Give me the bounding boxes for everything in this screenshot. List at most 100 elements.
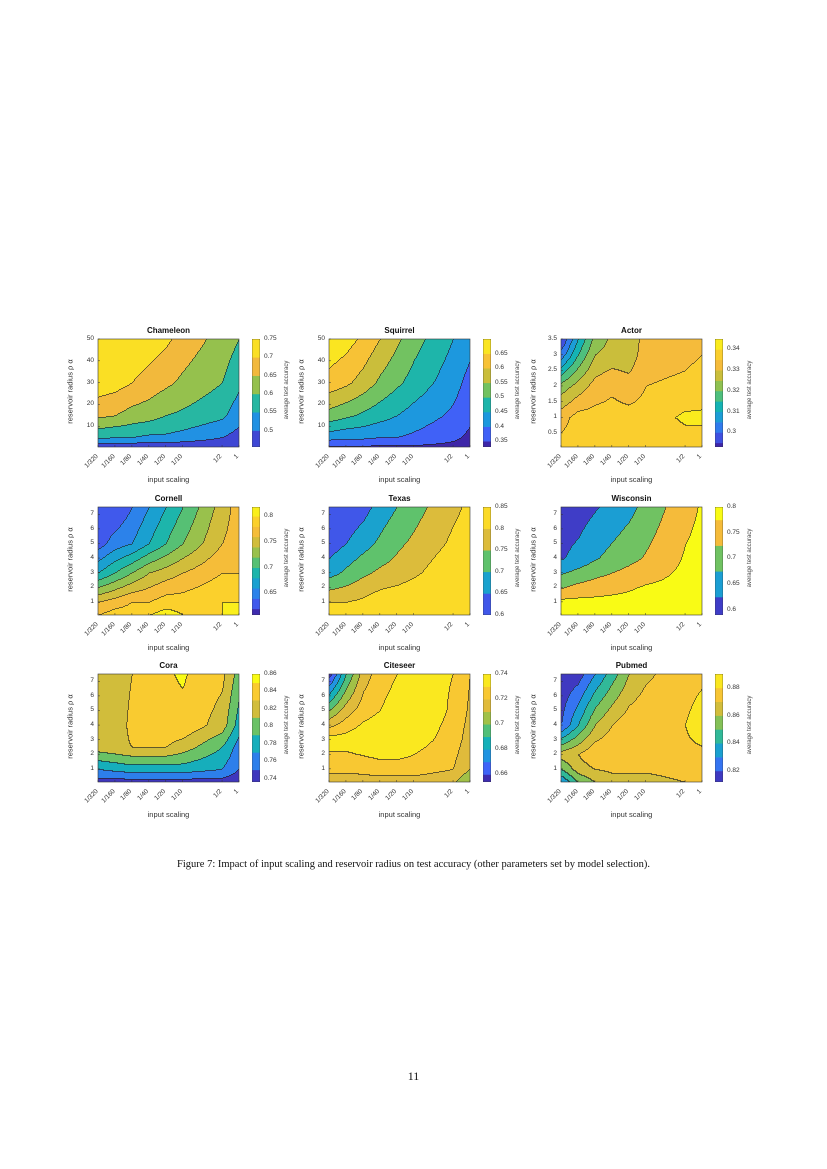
contour-line <box>185 591 186 592</box>
contour-band <box>561 385 572 387</box>
contour-line <box>121 587 122 588</box>
contour-line <box>343 439 344 440</box>
contour-band <box>98 374 139 376</box>
contour-band <box>561 436 702 438</box>
contour-line <box>210 439 211 440</box>
colorbar-label: average test accuracy <box>515 360 521 420</box>
contour-band <box>98 558 102 560</box>
contour-band <box>453 404 470 406</box>
contour-line <box>220 546 221 547</box>
contour-line <box>442 364 443 365</box>
contour-band <box>329 351 348 353</box>
contour-line <box>407 445 408 446</box>
contour-line <box>211 439 212 440</box>
contour-line <box>331 446 332 447</box>
contour-band <box>585 356 594 358</box>
colorbar-tick-label: 0.7 <box>264 353 274 361</box>
contour-band <box>215 552 239 554</box>
contour-line <box>647 385 648 386</box>
contour-band <box>329 401 348 403</box>
contour-line <box>141 436 142 437</box>
contour-band <box>329 346 351 348</box>
contour-line <box>154 571 155 572</box>
colorbar-tick-label: 0.31 <box>727 407 740 415</box>
contour-line <box>180 441 181 442</box>
contour-band <box>103 569 120 571</box>
contour-line <box>409 371 410 372</box>
contour-band <box>329 443 436 445</box>
contour-line <box>392 356 393 357</box>
contour-line <box>226 371 227 372</box>
contour-band <box>592 406 702 408</box>
contour-band <box>161 557 184 559</box>
contour-band <box>196 512 213 514</box>
contour-line <box>387 365 388 366</box>
contour-line <box>171 578 172 579</box>
contour-line <box>335 446 336 447</box>
contour-line <box>394 445 395 446</box>
contour-line <box>390 418 391 419</box>
contour-band <box>574 348 581 350</box>
contour-band <box>417 399 455 401</box>
contour-line <box>637 353 638 354</box>
contour-line <box>425 339 426 340</box>
contour-line <box>597 404 598 405</box>
contour-band <box>195 440 239 442</box>
contour-line <box>334 439 335 440</box>
contour-line <box>576 343 577 344</box>
contour-line <box>339 430 340 431</box>
contour-line <box>589 347 590 348</box>
contour-line <box>195 426 196 427</box>
contour-line <box>461 437 462 438</box>
contour-band <box>135 536 152 538</box>
contour-line <box>134 539 135 540</box>
contour-band <box>381 400 416 402</box>
contour-line <box>599 375 600 376</box>
contour-line <box>231 355 232 356</box>
contour-line <box>116 443 117 444</box>
contour-line <box>173 442 174 443</box>
contour-band <box>664 378 702 380</box>
contour-band <box>142 435 226 437</box>
contour-line <box>182 544 183 545</box>
contour-line <box>381 437 382 438</box>
contour-line <box>420 396 421 397</box>
contour-band <box>211 517 229 519</box>
contour-line <box>159 583 160 584</box>
contour-band <box>154 532 171 534</box>
contour-line <box>141 442 142 443</box>
contour-line <box>363 426 364 427</box>
contour-line <box>396 445 397 446</box>
contour-line <box>128 437 129 438</box>
contour-line <box>156 357 157 358</box>
contour-line <box>197 566 198 567</box>
colorbar-band <box>483 426 491 442</box>
contour-band <box>561 403 568 405</box>
contour-band <box>159 558 182 560</box>
contour-line <box>220 437 221 438</box>
contour-band <box>154 359 192 361</box>
contour-line <box>375 405 376 406</box>
contour-line <box>149 572 150 573</box>
contour-band <box>629 404 702 406</box>
contour-line <box>235 346 236 347</box>
contour-band <box>181 511 197 513</box>
contour-band <box>572 415 678 417</box>
contour-line <box>445 442 446 443</box>
contour-band <box>332 407 371 409</box>
contour-line <box>438 418 439 419</box>
contour-line <box>347 402 348 403</box>
contour-line <box>435 380 436 381</box>
contour-band <box>349 349 374 351</box>
contour-band <box>573 351 580 353</box>
contour-line <box>569 358 570 359</box>
contour-band <box>176 548 197 550</box>
contour-line <box>213 510 214 511</box>
contour-line <box>154 359 155 360</box>
contour-line <box>107 427 108 428</box>
contour-line <box>415 445 416 446</box>
contour-line <box>123 411 124 412</box>
contour-line <box>435 420 436 421</box>
contour-band <box>190 362 229 364</box>
contour-line <box>125 519 126 520</box>
